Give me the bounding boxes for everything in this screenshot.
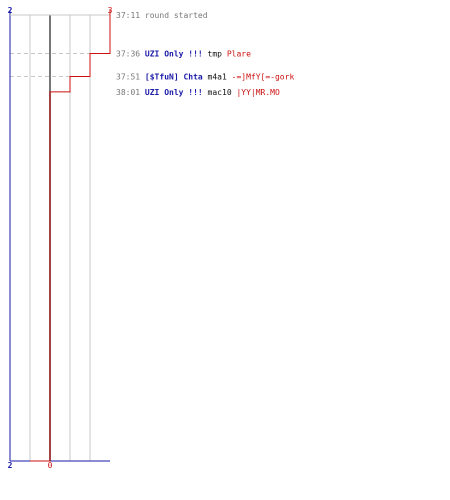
blue-score-bottom-label: 2 xyxy=(8,461,13,470)
event-line: 37:11 round started xyxy=(116,11,208,20)
event-time: 37:51 xyxy=(116,73,140,82)
event-time: 37:11 xyxy=(116,11,140,20)
event-weapon: mac10 xyxy=(208,88,232,97)
event-killer: UZI Only !!! xyxy=(145,49,203,58)
event-time: 37:36 xyxy=(116,49,140,58)
event-dash-lines xyxy=(10,52,90,78)
event-weapon: m4a1 xyxy=(208,73,227,82)
event-victim: |YY|MR.MO xyxy=(236,88,280,97)
event-text: round started xyxy=(145,11,208,20)
red-score-top-label: 3 xyxy=(108,6,113,15)
axes xyxy=(9,10,110,462)
event-killer: UZI Only !!! xyxy=(145,88,203,97)
event-log: 37:11 round started 37:36 UZI Only !!! t… xyxy=(116,11,294,97)
event-killer: [$TfuN] Chta xyxy=(145,73,203,82)
event-line: 38:01 UZI Only !!! mac10 |YY|MR.MO xyxy=(116,88,280,97)
event-victim: Plare xyxy=(227,49,251,58)
event-victim: -=]MfY[=-gork xyxy=(232,73,295,82)
score-labels: 2 2 3 0 xyxy=(8,6,113,470)
red-score-bottom-label: 0 xyxy=(48,461,53,470)
blue-score-top-label: 2 xyxy=(8,6,13,15)
event-weapon: tmp xyxy=(208,49,223,58)
event-line: 37:36 UZI Only !!! tmp Plare xyxy=(116,49,251,58)
red-score-step-line xyxy=(30,10,111,462)
grid-lines xyxy=(29,15,91,461)
event-time: 38:01 xyxy=(116,88,140,97)
event-line: 37:51 [$TfuN] Chta m4a1 -=]MfY[=-gork xyxy=(116,73,294,82)
